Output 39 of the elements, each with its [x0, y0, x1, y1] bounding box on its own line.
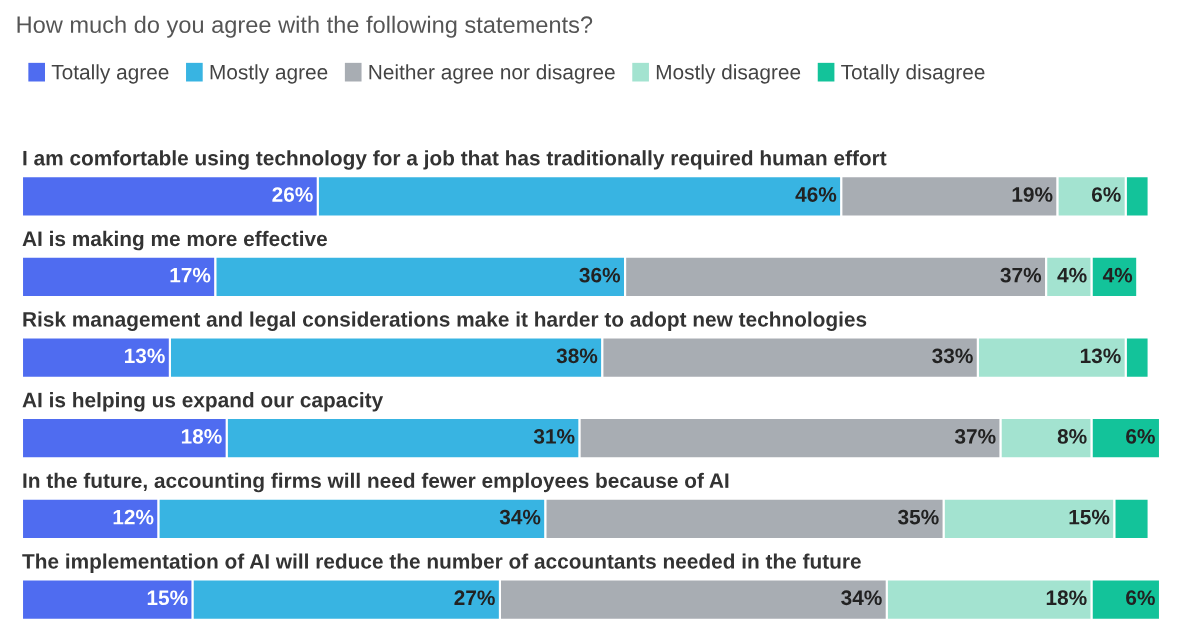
data-label: 8% [1057, 429, 1087, 444]
data-label: 12% [113, 509, 154, 525]
legend-label: Totally disagree [841, 64, 985, 84]
data-label: 27% [454, 590, 495, 606]
data-label: 37% [954, 429, 996, 444]
data-label: 46% [795, 187, 837, 202]
legend-label: Mostly agree [210, 64, 328, 84]
data-label: 15% [1069, 509, 1110, 525]
data-label: 4% [1057, 267, 1087, 283]
data-label: 18% [1046, 590, 1087, 606]
legend-label: Totally agree [51, 64, 169, 84]
legend-label: Neither agree nor disagree [369, 64, 615, 84]
y-tick-label: In the future, accounting firms will need fewer employees because of AI [23, 472, 729, 493]
data-label: 6% [1091, 187, 1121, 202]
data-label: 13% [1080, 348, 1121, 364]
data-label: 38% [556, 348, 598, 364]
chart-title: How much do you agree with the following statements? [17, 15, 593, 38]
data-label: 18% [181, 429, 222, 444]
data-label: 35% [898, 509, 939, 525]
data-label: 34% [499, 509, 541, 525]
data-label: 4% [1102, 267, 1133, 283]
y-tick-label: The implementation of AI will reduce the number of accountants needed in the future [22, 553, 861, 573]
data-label: 13% [125, 348, 165, 364]
y-tick-label: AI is helping us expand our capacity [22, 392, 384, 412]
data-label: 37% [1000, 267, 1042, 283]
data-label: 6% [1126, 429, 1155, 444]
y-tick-label: I am comfortable using technology for a job that has traditionally required human effort [23, 150, 887, 170]
y-tick-label: AI is making me more effective [22, 230, 327, 251]
data-label: 31% [533, 429, 575, 444]
data-label: 34% [841, 590, 882, 606]
data-label: 19% [1012, 187, 1053, 202]
data-label: 17% [170, 267, 211, 283]
data-label: 26% [272, 187, 313, 202]
data-label: 33% [932, 348, 973, 364]
data-label: 6% [1126, 590, 1155, 606]
legend-label: Mostly disagree [656, 64, 801, 84]
data-label: 15% [147, 590, 188, 606]
y-tick-label: Risk management and legal considerations make it harder to adopt new technologies [23, 311, 867, 331]
data-label: 36% [579, 267, 621, 283]
